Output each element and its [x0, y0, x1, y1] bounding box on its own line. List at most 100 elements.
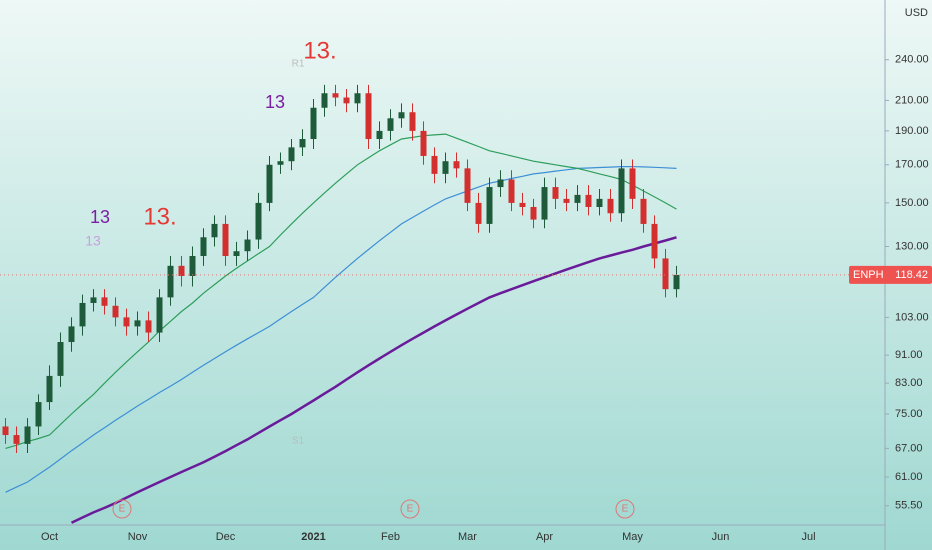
candle-body — [343, 97, 350, 104]
candle-body — [442, 161, 449, 174]
candle-body — [123, 317, 130, 327]
y-tick-label: 103.00 — [895, 311, 929, 323]
candle-body — [596, 198, 603, 207]
candle-body — [145, 320, 152, 333]
candle-body — [222, 223, 229, 257]
candle-body — [530, 206, 537, 220]
annotation: 13. — [143, 203, 176, 230]
y-tick-label: 130.00 — [895, 240, 929, 252]
candle-body — [673, 274, 680, 290]
candle-body — [508, 179, 515, 203]
candle-body — [607, 198, 614, 214]
candle-body — [134, 320, 141, 327]
candle-body — [552, 187, 559, 199]
candle-body — [585, 194, 592, 207]
candle-body — [431, 155, 438, 174]
annotation: R1 — [292, 59, 305, 70]
candle-body — [266, 164, 273, 203]
y-tick-label: 210.00 — [895, 94, 929, 106]
candle-body — [277, 161, 284, 165]
x-tick-label: Jul — [801, 531, 815, 543]
candle-body — [618, 168, 625, 214]
candle-body — [200, 237, 207, 257]
candle-body — [178, 265, 185, 276]
candle-body — [13, 435, 20, 444]
candle-body — [453, 161, 460, 169]
y-tick-label: 75.00 — [895, 408, 923, 420]
y-tick-label: 55.50 — [895, 500, 923, 512]
candle-body — [24, 426, 31, 444]
earnings-marker — [112, 499, 132, 519]
x-tick-label: 2021 — [301, 531, 325, 543]
annotation: 13 — [85, 233, 101, 249]
y-tick-label: 240.00 — [895, 54, 929, 66]
moving-average — [70, 236, 677, 524]
price-tag — [849, 265, 932, 284]
x-tick-label: Oct — [41, 531, 58, 543]
candle-body — [57, 342, 64, 376]
price-tag-symbol: ENPH — [853, 269, 884, 281]
candle-body — [156, 297, 163, 333]
candle-body — [211, 223, 218, 238]
candle-body — [574, 194, 581, 203]
candle-body — [365, 93, 372, 140]
earnings-marker — [615, 499, 635, 519]
candle-body — [189, 256, 196, 276]
annotation: E — [407, 504, 414, 515]
candle-body — [376, 130, 383, 140]
candle-body — [640, 198, 647, 224]
candle-body — [244, 239, 251, 252]
candle-body — [321, 93, 328, 108]
candle-body — [629, 168, 636, 199]
moving-average — [5, 166, 677, 493]
moving-average — [5, 133, 677, 449]
candle-body — [79, 302, 86, 327]
x-tick-label: Feb — [381, 531, 400, 543]
candle-body — [420, 130, 427, 156]
candle-body — [2, 426, 9, 436]
x-tick-label: May — [622, 531, 643, 543]
candle-body — [101, 297, 108, 306]
candle-body — [68, 326, 75, 343]
candle-body — [563, 198, 570, 203]
annotation: E — [119, 504, 126, 515]
candle-body — [651, 223, 658, 259]
price-tag-value: 118.42 — [895, 269, 928, 281]
candle-body — [409, 112, 416, 131]
candle-body — [255, 202, 262, 240]
candle-body — [90, 297, 97, 303]
annotation: E — [622, 504, 629, 515]
candle-body — [662, 258, 669, 290]
candle-body — [354, 93, 361, 104]
earnings-marker — [400, 499, 420, 519]
candle-body — [519, 202, 526, 207]
y-tick-label: 61.00 — [895, 471, 923, 483]
y-tick-label: 91.00 — [895, 349, 923, 361]
candle-body — [35, 402, 42, 427]
x-tick-label: Mar — [458, 531, 477, 543]
x-tick-label: Apr — [536, 531, 553, 543]
candle-body — [46, 375, 53, 403]
y-tick-label: 150.00 — [895, 197, 929, 209]
annotation: S1 — [292, 436, 305, 447]
y-tick-label: 190.00 — [895, 125, 929, 137]
candle-body — [332, 93, 339, 98]
candle-body — [233, 251, 240, 257]
candle-body — [310, 107, 317, 140]
candle-body — [497, 179, 504, 188]
currency: USD — [905, 7, 928, 19]
candle-body — [464, 168, 471, 203]
y-tick-label: 170.00 — [895, 159, 929, 171]
annotation: 13. — [303, 37, 336, 64]
candle-body — [398, 112, 405, 119]
candle-body — [486, 187, 493, 224]
candle-body — [299, 139, 306, 148]
y-tick-label: 67.00 — [895, 442, 923, 454]
candle-body — [288, 147, 295, 162]
candle-body — [167, 265, 174, 298]
x-tick-label: Jun — [712, 531, 730, 543]
candle-body — [541, 187, 548, 220]
y-tick-label: 83.00 — [895, 377, 923, 389]
candle-body — [112, 305, 119, 318]
